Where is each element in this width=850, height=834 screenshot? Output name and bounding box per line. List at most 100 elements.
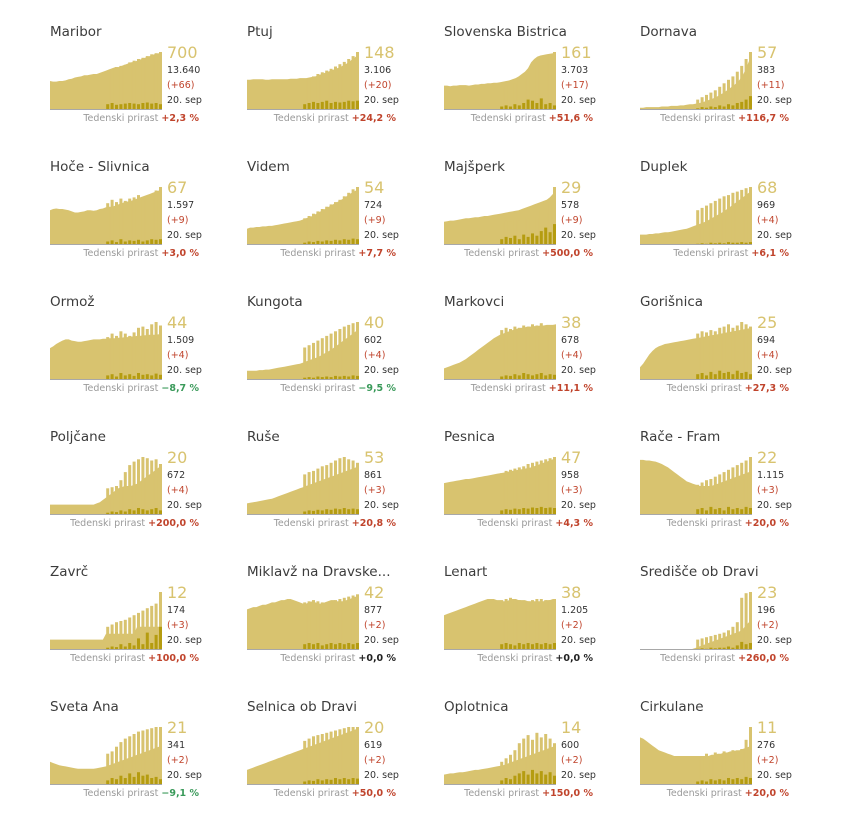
- active-cases-bar: [123, 64, 127, 110]
- new-cases-bar: [320, 510, 324, 515]
- active-cases-bar: [731, 750, 735, 785]
- date-label: 20. sep: [757, 230, 792, 241]
- active-cases-value: 700: [167, 43, 198, 62]
- active-cases-bar: [320, 209, 324, 245]
- trend-area: [640, 190, 752, 245]
- municipality-name: Majšperk: [444, 159, 505, 175]
- active-cases-bar: [744, 324, 748, 380]
- new-cases-bar: [128, 103, 132, 110]
- new-cases-bar: [145, 632, 149, 650]
- new-cases-bar: [504, 375, 508, 380]
- new-cases-bar: [334, 239, 337, 245]
- weekly-growth: Tedenski prirast +24,2 %: [274, 113, 396, 124]
- weekly-growth-label: Tedenski prirast: [660, 113, 736, 124]
- new-cases-bar: [531, 507, 534, 515]
- new-cases-bar: [727, 371, 730, 380]
- active-cases-bar: [347, 459, 351, 515]
- new-cases-bar: [325, 240, 329, 245]
- active-cases-bar: [303, 474, 307, 515]
- active-cases-bar: [535, 599, 539, 650]
- municipality-card: Videm 54 724 (+9) 20. sep Tedenski prira…: [247, 159, 443, 294]
- new-cases-bar: [338, 509, 342, 515]
- active-cases-bar: [342, 597, 346, 650]
- active-cases-bar: [696, 757, 700, 785]
- active-cases-bar: [150, 605, 154, 650]
- weekly-growth-label: Tedenski prirast: [673, 248, 749, 259]
- active-cases-bar: [128, 617, 132, 650]
- active-cases-bar: [159, 187, 162, 245]
- sparkline-chart: [444, 732, 556, 785]
- total-cases-value: 877: [364, 605, 383, 616]
- daily-change-value: (+2): [757, 620, 779, 631]
- active-cases-bar: [553, 52, 556, 110]
- weekly-growth: Tedenski prirast −8,7 %: [83, 383, 199, 394]
- new-cases-bar: [123, 646, 127, 650]
- new-cases-bar: [128, 643, 132, 650]
- active-cases-value: 25: [757, 313, 778, 332]
- daily-change-value: (+3): [561, 485, 583, 496]
- new-cases-bar: [731, 105, 735, 110]
- sparkline-chart: [50, 187, 162, 245]
- trend-area: [640, 737, 752, 785]
- active-cases-bar: [749, 187, 752, 245]
- weekly-growth-value: +150,0 %: [542, 788, 593, 799]
- weekly-growth: Tedenski prirast +27,3 %: [667, 383, 789, 394]
- sparkline-chart: [247, 322, 359, 380]
- new-cases-bar: [106, 647, 110, 650]
- total-cases-value: 602: [364, 335, 383, 346]
- active-cases-bar: [535, 461, 539, 515]
- new-cases-bar: [123, 511, 127, 515]
- new-cases-bar: [338, 779, 342, 785]
- new-cases-bar: [718, 647, 722, 650]
- new-cases-bar: [749, 643, 752, 650]
- active-cases-bar: [509, 329, 512, 380]
- new-cases-bar: [718, 508, 722, 515]
- date-label: 20. sep: [167, 500, 202, 511]
- new-cases-bar: [740, 641, 744, 650]
- sparkline-chart: [247, 457, 359, 515]
- new-cases-bar: [351, 238, 355, 245]
- new-cases-bar: [307, 103, 311, 110]
- new-cases-bar: [159, 104, 162, 110]
- new-cases-bar: [145, 102, 149, 110]
- total-cases-value: 174: [167, 605, 186, 616]
- weekly-growth: Tedenski prirast +260,0 %: [660, 653, 789, 664]
- new-cases-bar: [504, 236, 508, 245]
- active-cases-value: 161: [561, 43, 592, 62]
- new-cases-bar: [735, 370, 739, 380]
- active-cases-bar: [522, 466, 526, 515]
- new-cases-bar: [320, 241, 324, 245]
- new-cases-bar: [141, 103, 145, 110]
- weekly-growth-value: +500,0 %: [542, 248, 593, 259]
- new-cases-bar: [110, 374, 114, 380]
- new-cases-bar: [500, 780, 504, 785]
- active-cases-bar: [544, 56, 548, 110]
- daily-change-value: (+2): [757, 755, 779, 766]
- active-cases-bar: [531, 216, 534, 245]
- weekly-growth: Tedenski prirast +20,0 %: [667, 518, 789, 529]
- new-cases-bar: [351, 778, 355, 785]
- active-cases-value: 20: [364, 718, 385, 737]
- active-cases-bar: [159, 727, 162, 785]
- new-cases-bar: [548, 772, 552, 785]
- active-cases-bar: [106, 488, 110, 515]
- active-cases-bar: [713, 476, 717, 515]
- new-cases-bar: [731, 242, 735, 245]
- total-cases-value: 1.597: [167, 200, 195, 211]
- active-cases-bar: [145, 608, 149, 650]
- new-cases-bar: [351, 375, 355, 380]
- new-cases-bar: [338, 376, 342, 380]
- active-cases-bar: [500, 86, 504, 110]
- active-cases-bar: [526, 735, 530, 785]
- active-cases-bar: [718, 633, 722, 650]
- new-cases-bar: [713, 107, 717, 110]
- active-cases-bar: [303, 79, 307, 110]
- active-cases-bar: [316, 211, 320, 245]
- new-cases-bar: [316, 240, 320, 245]
- new-cases-bar: [159, 374, 162, 380]
- active-cases-bar: [145, 329, 149, 380]
- active-cases-bar: [316, 735, 320, 785]
- active-cases-bar: [735, 622, 739, 650]
- weekly-growth-value: +20,8 %: [351, 518, 396, 529]
- new-cases-bar: [334, 375, 337, 380]
